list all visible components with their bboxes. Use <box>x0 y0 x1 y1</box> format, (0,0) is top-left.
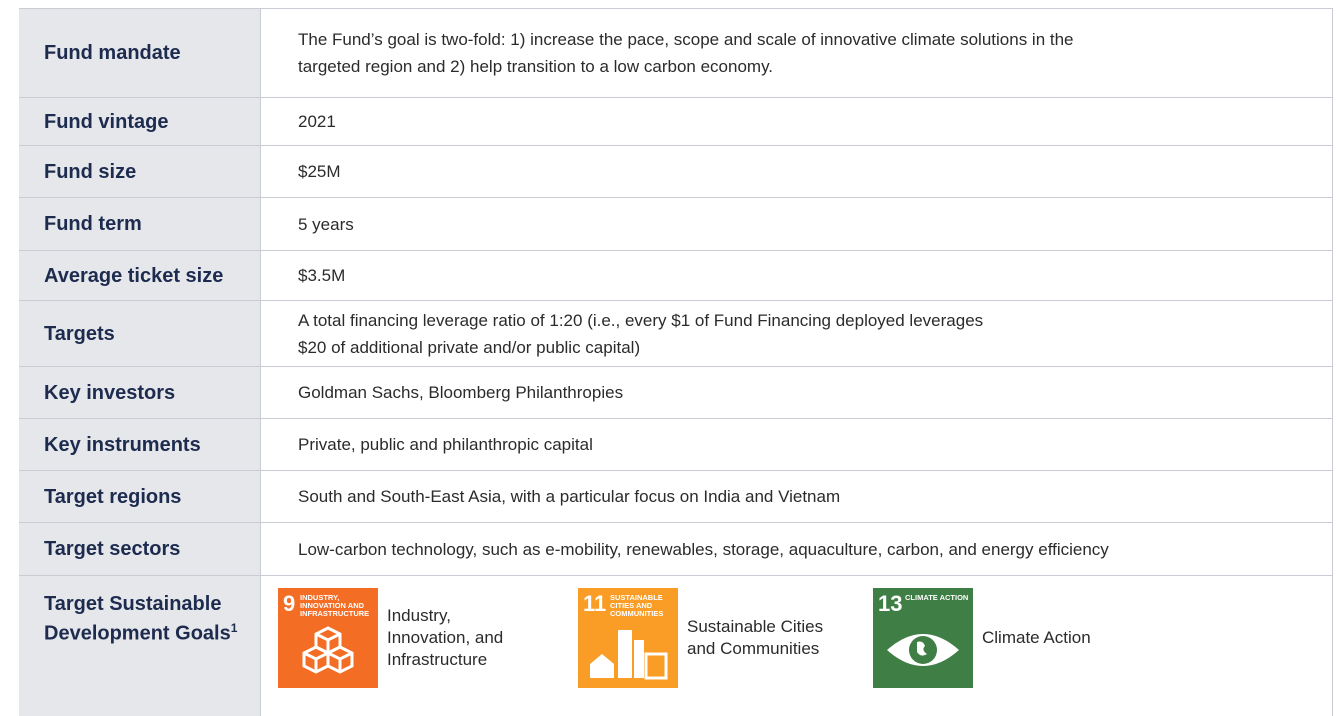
table-row: Fund vintage 2021 <box>19 97 1333 145</box>
value-line: Private, public and philanthropic capita… <box>298 435 593 454</box>
value-line: 5 years <box>298 214 354 234</box>
sdg-label-line: Innovation, and <box>387 628 504 647</box>
table-row: Average ticket size $3.5M <box>19 250 1333 300</box>
table-row: Key investors Goldman Sachs, Bloomberg Ph… <box>19 366 1333 418</box>
table-row: Targets A total financing leverage ratio … <box>19 300 1333 366</box>
row-label: Target Sustainable Development Goals1 <box>19 576 261 716</box>
sdg-label-line: Sustainable Cities <box>687 617 824 636</box>
value-line: $20 of additional private and/or public … <box>298 337 641 357</box>
sdg-icon: 13 CLIMATE ACTION <box>873 588 973 688</box>
row-label: Key investors <box>19 367 261 418</box>
sdg-goal: 9 INDUSTRY, INNOVATION AND INFRASTRUCTURE… <box>278 588 503 688</box>
value-line: South and South-East Asia, with a partic… <box>298 487 841 506</box>
sdg-icon: 9 INDUSTRY, INNOVATION AND INFRASTRUCTURE <box>278 588 378 688</box>
sdg-goal: 11 SUSTAINABLE CITIES AND COMMUNITIES Sust… <box>578 588 823 688</box>
row-value: South and South-East Asia, with a partic… <box>262 471 1333 522</box>
sdg-label-line: Infrastructure <box>387 650 488 669</box>
sdg-label-line: Industry, <box>387 606 451 625</box>
sdg-number: 9 <box>283 591 296 616</box>
table-row: Fund term 5 years <box>19 197 1333 250</box>
label-text: Target Sustainable Development Goals1 <box>44 592 260 646</box>
table-row: Target regions South and South-East Asia,… <box>19 470 1333 522</box>
table-row: Fund size $25M <box>19 145 1333 197</box>
value-line: A total financing leverage ratio of 1:20… <box>298 310 984 330</box>
value-line: Low-carbon technology, such as e-mobilit… <box>298 539 1109 559</box>
value-line: $3.5M <box>298 266 346 285</box>
row-label: Target regions <box>19 471 261 522</box>
row-label: Key instruments <box>19 419 261 470</box>
footnote-mark: 1 <box>230 621 238 635</box>
table-row: Key instruments Private, public and phila… <box>19 418 1333 470</box>
row-value: A total financing leverage ratio of 1:20… <box>262 301 1333 366</box>
row-label: Fund size <box>19 146 261 197</box>
sdg-label-line: Climate Action <box>982 628 1091 647</box>
sdg-goal: 13 CLIMATE ACTION Climate Action <box>873 588 1091 688</box>
table-row: Fund mandate The Fund’s goal is two-fold:… <box>19 8 1333 97</box>
value-line: The Fund’s goal is two-fold: 1) increase… <box>298 30 1074 49</box>
row-value: $25M <box>262 146 1333 197</box>
value-line: 2021 <box>298 112 336 131</box>
row-label: Average ticket size <box>19 251 261 300</box>
sdg-number: 13 <box>878 591 903 616</box>
row-label: Fund vintage <box>19 98 261 145</box>
sdg-label: Sustainable Cities and Communities <box>687 616 823 660</box>
row-label: Fund term <box>19 198 261 250</box>
sdg-icon-title: INDUSTRY, INNOVATION AND INFRASTRUCTURE <box>300 593 370 618</box>
label-main: Target Sustainable Development Goals <box>44 593 231 645</box>
sdg-icon: 11 SUSTAINABLE CITIES AND COMMUNITIES <box>578 588 678 688</box>
row-label: Target sectors <box>19 523 261 575</box>
value-line: Goldman Sachs, Bloomberg Philanthropies <box>298 383 624 402</box>
row-value: Goldman Sachs, Bloomberg Philanthropies <box>262 367 1333 418</box>
sdg-label: Industry, Innovation, and Infrastructure <box>387 605 503 671</box>
value-line: $25M <box>298 162 341 181</box>
row-value: 5 years <box>262 198 1333 250</box>
row-label: Targets <box>19 301 261 366</box>
table-row: Target sectors Low-carbon technology, suc… <box>19 522 1333 575</box>
row-value: 2021 <box>262 98 1333 145</box>
row-value: Private, public and philanthropic capita… <box>262 419 1333 470</box>
sdg-label: Climate Action <box>982 627 1091 649</box>
sdg-label-line: and Communities <box>687 639 820 658</box>
sdg-icon-title: CLIMATE ACTION <box>905 593 969 602</box>
sdg-number: 11 <box>583 591 607 616</box>
table-row: Target Sustainable Development Goals1 9 IN… <box>19 575 1333 716</box>
row-value: $3.5M <box>262 251 1333 300</box>
row-value: 9 INDUSTRY, INNOVATION AND INFRASTRUCTURE… <box>262 576 1333 716</box>
value-line: targeted region and 2) help transition t… <box>298 57 774 76</box>
row-value: Low-carbon technology, such as e-mobilit… <box>262 523 1333 575</box>
row-value: The Fund’s goal is two-fold: 1) increase… <box>262 9 1333 97</box>
row-label: Fund mandate <box>19 9 261 97</box>
sdg-icon-title: SUSTAINABLE CITIES AND COMMUNITIES <box>610 593 664 618</box>
